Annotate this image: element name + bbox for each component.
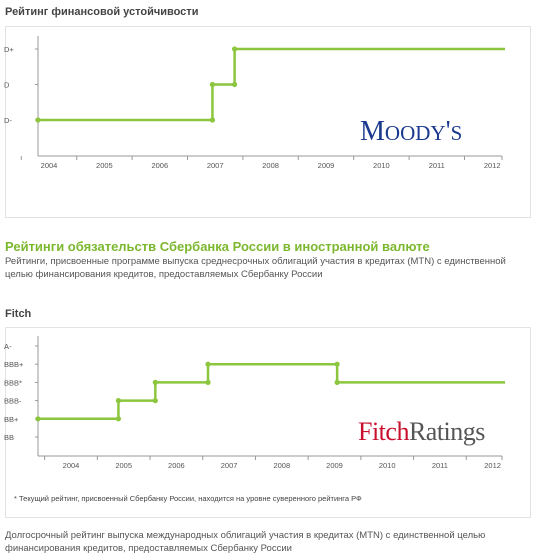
moodys-rating-point <box>231 46 238 52</box>
moodys-x-tick-label: 2011 <box>429 161 445 170</box>
fitch-rating-point <box>205 379 211 385</box>
fitch-x-tick-label: 2009 <box>326 461 343 470</box>
fitch-x-tick-label: 2010 <box>379 461 396 470</box>
fitch-chart-title: Fitch <box>5 308 32 320</box>
fitch-y-tick-label: BBB- <box>4 397 22 406</box>
moodys-chart-title: Рейтинг финансовой устойчивости <box>5 6 199 18</box>
moodys-x-tick-label: 2008 <box>262 161 279 170</box>
fitch-y-tick-label: BBB* <box>4 378 22 387</box>
fitch-rating-point <box>115 398 122 404</box>
fitch-chart-panel <box>5 327 531 518</box>
fitch-x-tick-label: 2004 <box>63 461 80 470</box>
fitch-rating-point <box>152 398 158 404</box>
fitch-rating-point <box>205 361 211 367</box>
moodys-rating-line <box>38 47 505 122</box>
fitch-x-tick-label: 2006 <box>168 461 185 470</box>
moodys-x-tick-label: 2012 <box>484 161 501 170</box>
moodys-x-tick-label: 2009 <box>318 161 335 170</box>
fitch-logo: FitchRatings <box>358 417 485 446</box>
moodys-y-tick-label: D+ <box>4 45 14 54</box>
moodys-y-tick-label: D- <box>4 116 12 125</box>
moodys-logo: MOODY'S <box>360 116 463 147</box>
moodys-rating-point <box>209 117 216 123</box>
fitch-y-tick-label: BBB+ <box>4 360 24 369</box>
fitch-x-tick-label: 2011 <box>432 461 448 470</box>
moodys-rating-point <box>35 117 41 123</box>
fitch-y-tick-label: BB <box>4 433 14 442</box>
moodys-x-tick-label: 2010 <box>373 161 390 170</box>
fitch-x-tick-label: 2012 <box>484 461 501 470</box>
moodys-x-tick-label: 2007 <box>207 161 224 170</box>
fitch-x-tick-label: 2008 <box>273 461 290 470</box>
fitch-x-tick-label: 2005 <box>115 461 132 470</box>
fitch-y-tick-label: A- <box>4 342 12 351</box>
fitch-rating-line <box>38 362 505 421</box>
fitch-rating-point <box>115 416 122 422</box>
moodys-rating-point <box>231 81 238 88</box>
fitch-y-tick-label: BB+ <box>4 415 19 424</box>
moodys-x-tick-label: 2005 <box>96 161 113 170</box>
moodys-x-tick-label: 2006 <box>151 161 168 170</box>
mtn-description: Рейтинги, присвоенные программе выпуска … <box>5 256 506 280</box>
sovereign-footnote: * Текущий рейтинг, присвоенный Сбербанку… <box>14 494 362 503</box>
fitch-rating-point <box>152 379 158 385</box>
moodys-chart-panel <box>5 26 531 218</box>
moodys-x-tick-label: 2004 <box>41 161 58 170</box>
fitch-rating-point <box>334 361 340 367</box>
fitch-x-tick-label: 2007 <box>221 461 238 470</box>
moodys-y-tick-label: D <box>4 81 10 90</box>
liabilities-heading: Рейтинги обязательств Сбербанка России в… <box>5 239 430 254</box>
moodys-rating-point <box>209 81 216 88</box>
fitch-rating-point <box>35 416 41 422</box>
fitch-rating-point <box>334 379 340 385</box>
bond-description: Долгосрочный рейтинг выпуска международн… <box>5 530 486 554</box>
